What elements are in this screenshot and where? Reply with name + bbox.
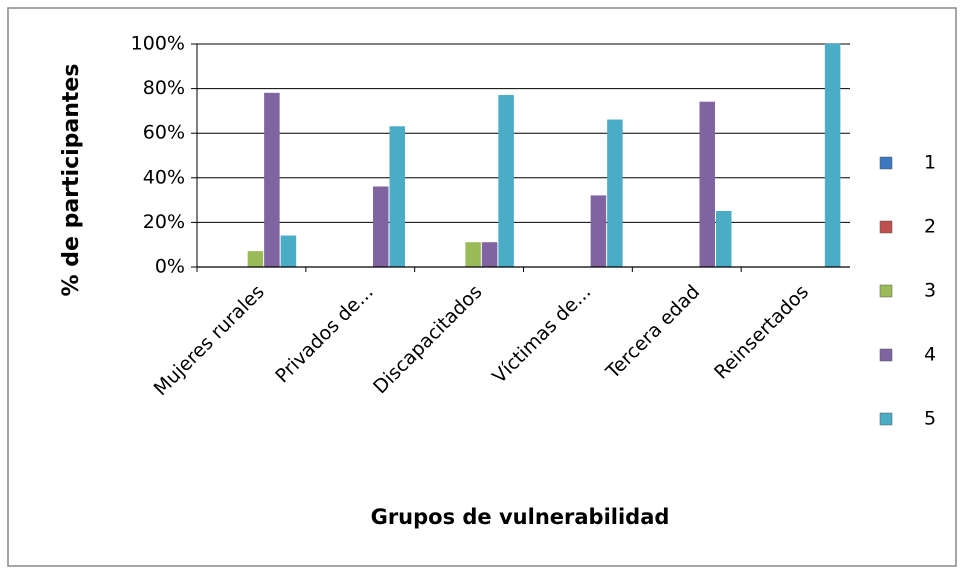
legend-swatch [879,412,893,426]
y-tick-label: 20% [143,211,185,233]
legend-label: 2 [924,216,936,238]
legend-swatch [879,284,893,298]
y-tick-label: 40% [143,166,185,188]
x-axis-title: Grupos de vulnerabilidad [371,505,670,529]
bar [389,126,405,268]
bar [247,251,264,268]
legend-swatch [879,348,893,362]
legend-swatch [879,220,893,234]
y-axis-title: % de participantes [59,64,84,297]
bar [373,186,389,268]
bar [465,242,481,268]
bar [280,235,297,268]
y-tick-label: 0% [155,256,185,278]
legend-label: 4 [924,344,936,366]
y-tick-label: 80% [143,77,185,99]
chart-frame [7,7,957,567]
legend-label: 3 [924,280,936,302]
y-tick-label: 100% [131,33,185,55]
bar [824,43,841,268]
bar [699,101,715,268]
bar [481,242,498,268]
y-tick-label: 60% [143,122,185,144]
bar [498,95,514,268]
bar [716,211,732,268]
legend-label: 1 [924,152,936,174]
legend-swatch [879,156,893,170]
bar [264,92,280,268]
legend-label: 5 [924,408,936,430]
bar [607,119,623,268]
bar [590,195,607,268]
